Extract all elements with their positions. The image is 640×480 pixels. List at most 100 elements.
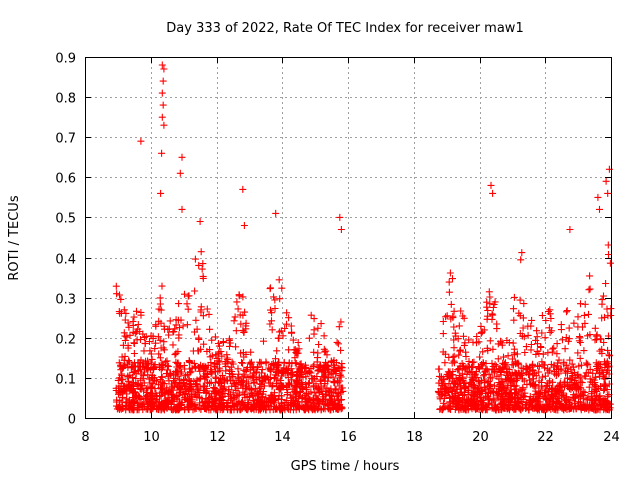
data-point (149, 402, 156, 410)
data-point (197, 374, 204, 382)
data-point (535, 368, 543, 376)
data-point (479, 399, 487, 407)
data-point (528, 316, 536, 324)
data-point (311, 389, 319, 397)
data-point (239, 397, 246, 405)
data-point (165, 325, 173, 333)
data-point (196, 364, 204, 372)
data-point (454, 366, 462, 374)
data-point (554, 359, 562, 367)
data-point (163, 386, 171, 394)
data-point (133, 307, 140, 315)
data-point (518, 332, 526, 340)
data-point (488, 374, 496, 382)
data-point (563, 307, 571, 315)
data-point (481, 406, 489, 414)
data-point (596, 205, 603, 213)
data-point (450, 336, 458, 344)
data-point (258, 366, 266, 374)
data-point (213, 354, 221, 362)
data-point (283, 386, 291, 393)
data-point (147, 383, 155, 391)
data-point (591, 386, 599, 394)
data-point (586, 285, 594, 293)
data-point (528, 398, 536, 406)
data-point (468, 373, 476, 381)
y-tick-label: 0.4 (55, 253, 76, 268)
data-point (594, 193, 602, 201)
data-point (305, 379, 313, 387)
data-point (257, 380, 265, 388)
data-point (287, 322, 295, 330)
data-point (197, 406, 205, 413)
data-point (537, 343, 545, 351)
data-point (248, 373, 256, 381)
data-point (220, 383, 228, 391)
data-point (280, 404, 288, 412)
data-point (169, 390, 177, 398)
data-point (226, 339, 234, 347)
data-point (562, 334, 570, 341)
data-point (598, 300, 606, 308)
data-point (277, 386, 285, 394)
data-point (326, 370, 334, 378)
data-point (130, 398, 138, 405)
data-point (338, 396, 345, 403)
data-point (148, 384, 156, 392)
data-point (235, 292, 243, 300)
data-point (113, 290, 121, 298)
data-point (272, 209, 280, 217)
data-point (291, 346, 299, 354)
data-point (205, 406, 213, 414)
data-point (542, 317, 550, 324)
data-point (470, 358, 478, 366)
data-point (295, 345, 303, 353)
data-point (460, 332, 467, 340)
data-point (159, 101, 167, 109)
data-point (180, 362, 188, 369)
data-point (313, 358, 321, 366)
data-point (532, 387, 540, 395)
data-point (182, 383, 190, 391)
data-point (461, 339, 469, 347)
data-point (442, 313, 450, 321)
data-point (539, 350, 547, 358)
data-point (137, 385, 145, 393)
data-point (221, 360, 229, 368)
data-point (155, 317, 163, 325)
data-point (461, 384, 469, 392)
data-point (495, 375, 503, 383)
data-point (213, 405, 221, 413)
data-point (580, 347, 588, 355)
data-point (156, 393, 164, 401)
data-point (295, 392, 303, 400)
data-point (240, 222, 248, 229)
data-point (118, 372, 126, 380)
data-point (510, 305, 517, 313)
data-point (329, 373, 337, 381)
data-point (116, 404, 124, 412)
data-point (230, 317, 238, 325)
data-point (269, 397, 277, 405)
data-point (465, 364, 473, 371)
data-point (465, 357, 473, 365)
data-point (456, 347, 464, 355)
data-point (459, 402, 467, 410)
data-point (179, 391, 187, 398)
data-point (484, 307, 492, 314)
data-point (125, 323, 133, 331)
data-point (585, 383, 593, 391)
data-point (489, 395, 497, 403)
x-tick-label: 8 (81, 430, 89, 445)
data-point (208, 401, 216, 409)
data-point (191, 255, 199, 263)
data-point (475, 390, 483, 398)
data-point (489, 304, 497, 311)
data-point (314, 324, 322, 332)
data-point (520, 377, 528, 385)
data-point (270, 293, 278, 301)
data-point (176, 169, 184, 177)
data-point (545, 400, 553, 408)
data-point (439, 318, 447, 325)
